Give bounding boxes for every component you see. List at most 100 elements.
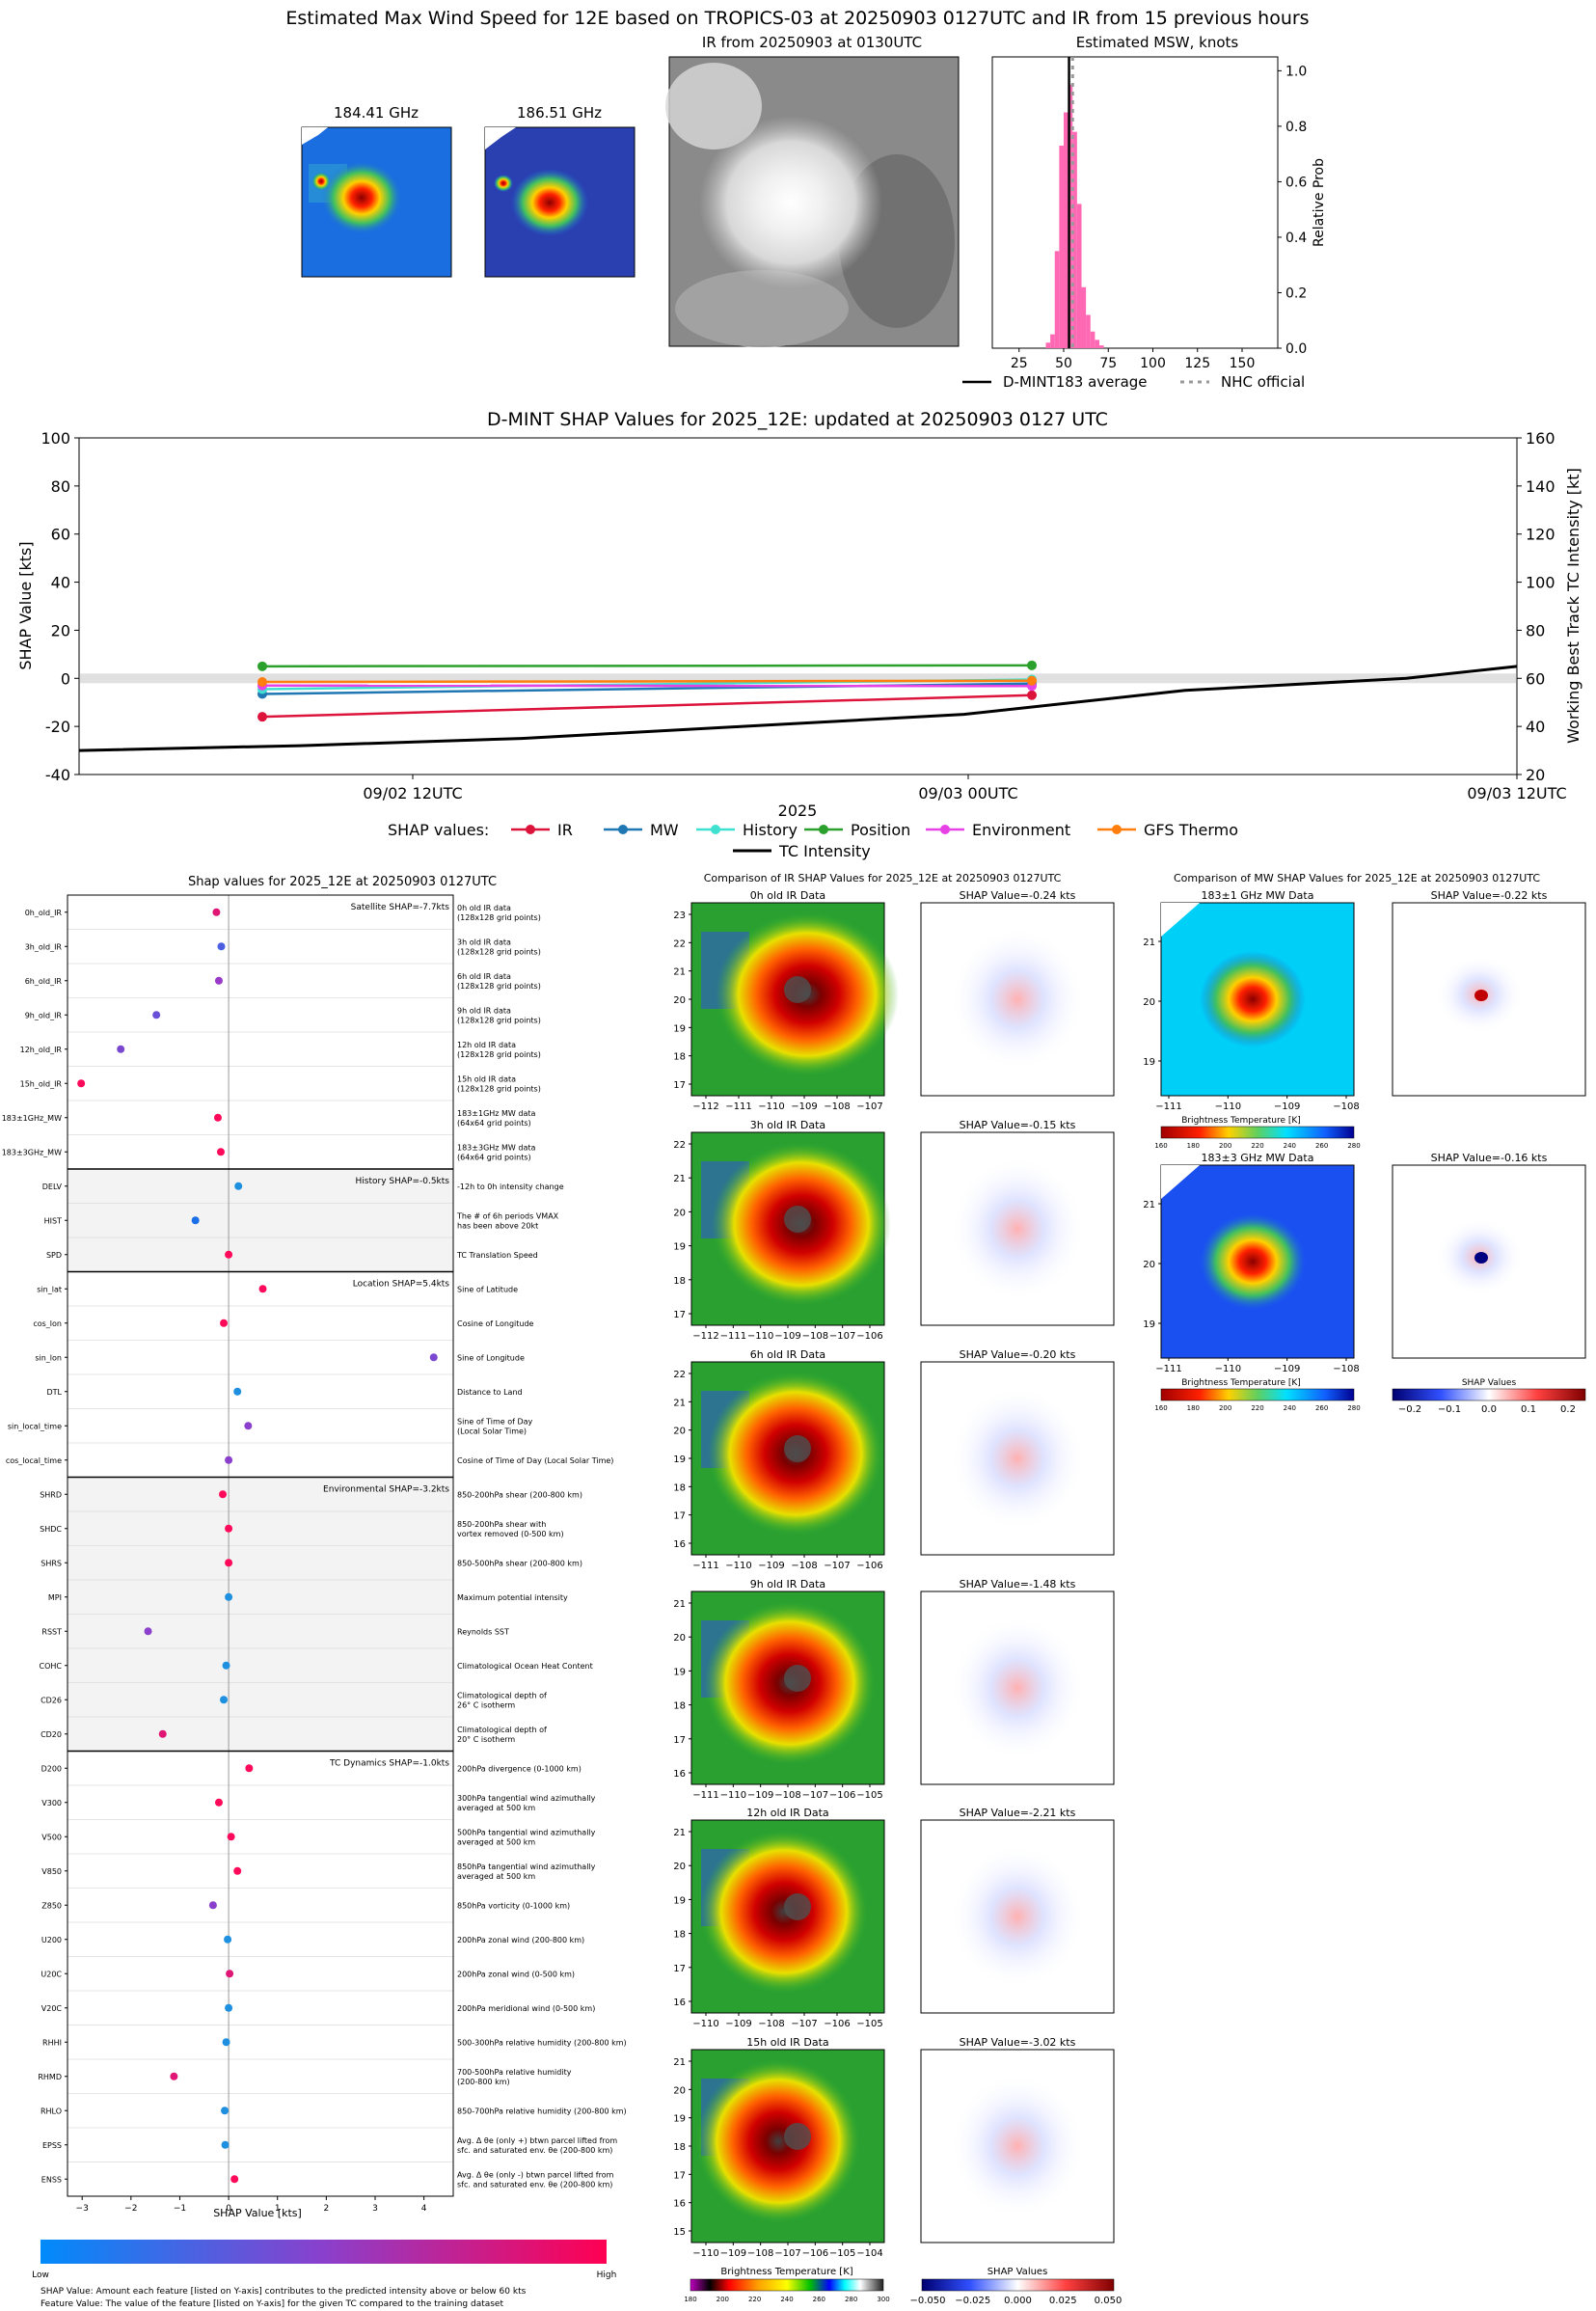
feat-desc: has been above 20kt bbox=[457, 1221, 538, 1230]
ts-axes bbox=[78, 437, 1518, 775]
mw-bt-tick-label: 160 bbox=[1154, 1142, 1167, 1150]
ir-bt-tick-label: 280 bbox=[845, 2296, 857, 2303]
feat-desc: Climatological depth of bbox=[457, 1726, 547, 1734]
feat-desc: sfc. and saturated env. θe (200-800 km) bbox=[457, 2180, 612, 2189]
ir-ytick-label: 21 bbox=[673, 1174, 686, 1184]
feat-name: 183±1GHz_MW bbox=[2, 1114, 62, 1123]
mw-bt-colorbar-label: Brightness Temperature [K] bbox=[1181, 1378, 1301, 1388]
msw-bar bbox=[1059, 146, 1064, 348]
mw-shap-tick-label: −0.1 bbox=[1438, 1404, 1461, 1415]
ts-legend-marker bbox=[526, 825, 535, 834]
msw-ytick-label: 0.4 bbox=[1285, 231, 1307, 246]
ts-legend-marker bbox=[940, 825, 950, 834]
feat-desc: Reynolds SST bbox=[457, 1627, 509, 1636]
ts-xtick-label: 09/02 12UTC bbox=[363, 784, 462, 802]
ir-shap-tick-label: 0.000 bbox=[1004, 2296, 1032, 2306]
feat-shap-point bbox=[222, 1661, 230, 1670]
ir-ytick-label: 21 bbox=[673, 1398, 686, 1408]
mw-row-title: 183±3 GHz MW Data bbox=[1202, 1152, 1314, 1164]
feat-shap-point bbox=[170, 2072, 178, 2080]
feat-desc: 200hPa zonal wind (200-800 km) bbox=[457, 1936, 584, 1944]
ir-image-storm bbox=[696, 2059, 860, 2223]
ir-xtick-label: −107 bbox=[791, 2019, 817, 2029]
footnote-shap: SHAP Value: Amount each feature [listed … bbox=[41, 2287, 527, 2297]
feat-desc: 6h old IR data bbox=[457, 972, 511, 981]
ts-legend-title: SHAP values: bbox=[388, 821, 489, 839]
ir-xtick-label: −106 bbox=[802, 2248, 828, 2259]
feat-desc: 700-500hPa relative humidity bbox=[457, 2068, 572, 2077]
msw-bar bbox=[1054, 251, 1060, 348]
feat-shap-point bbox=[225, 1559, 233, 1567]
mw-ytick-label: 20 bbox=[1143, 997, 1155, 1008]
ir-ytick-label: 17 bbox=[673, 1964, 686, 1974]
feat-name: sin_lat bbox=[37, 1285, 62, 1293]
feat-xtick-label: 0 bbox=[226, 2204, 231, 2214]
ir-row-shap-title: SHAP Value=-3.02 kts bbox=[960, 2036, 1076, 2049]
feat-name: V20C bbox=[41, 2004, 63, 2013]
feat-shap-point bbox=[225, 2003, 233, 2012]
mw-bt-tick-label: 280 bbox=[1347, 1404, 1360, 1412]
mw-bt-tick-label: 260 bbox=[1315, 1404, 1328, 1412]
ir-ytick-label: 18 bbox=[673, 2142, 686, 2153]
ir-comp-title: Comparison of IR SHAP Values for 2025_12… bbox=[704, 872, 1062, 884]
mw-bt-colorbar-label: Brightness Temperature [K] bbox=[1181, 1116, 1301, 1126]
mw-xtick-label: −108 bbox=[1333, 1364, 1359, 1374]
ir-ytick-label: 15 bbox=[673, 2227, 686, 2238]
mw-row-shap-title: SHAP Value=-0.22 kts bbox=[1431, 889, 1548, 902]
feat-desc: 200hPa zonal wind (0-500 km) bbox=[457, 1970, 575, 1978]
mw-bt-tick-label: 220 bbox=[1251, 1404, 1263, 1412]
feat-name: COHC bbox=[40, 1662, 63, 1671]
feat-name: SHDC bbox=[40, 1525, 62, 1534]
ts-title: D-MINT SHAP Values for 2025_12E: updated… bbox=[487, 409, 1108, 430]
ir-xtick-label: −111 bbox=[725, 1101, 751, 1112]
feat-shap-point bbox=[227, 1833, 235, 1841]
msw-bar bbox=[1081, 286, 1087, 348]
mw-shap-colorbar-label: SHAP Values bbox=[1462, 1378, 1517, 1388]
feat-shap-point bbox=[230, 2175, 239, 2184]
feat-desc: vortex removed (0-500 km) bbox=[457, 1530, 564, 1538]
msw-bar bbox=[1072, 131, 1077, 348]
feat-axes bbox=[67, 894, 454, 2197]
feat-shap-point bbox=[221, 2107, 230, 2115]
feat-shap-point bbox=[221, 2140, 230, 2149]
feat-shap-point bbox=[77, 1079, 86, 1088]
ir-row-shap-title: SHAP Value=-2.21 kts bbox=[960, 1807, 1076, 1819]
ir-xtick-label: −112 bbox=[692, 1101, 718, 1112]
ts-ytick-label: 40 bbox=[51, 574, 70, 592]
ts-legend-label: Environment bbox=[972, 821, 1070, 839]
ir-ytick-label: 19 bbox=[673, 1455, 686, 1465]
ir-bt-tick-label: 200 bbox=[717, 2296, 729, 2303]
mw-bt-tick-label: 220 bbox=[1251, 1142, 1263, 1150]
ts-legend-marker bbox=[711, 825, 720, 834]
ts-series-point bbox=[1027, 690, 1037, 700]
ir-bt-tick-label: 220 bbox=[748, 2296, 761, 2303]
ir-xtick-label: −107 bbox=[802, 1790, 828, 1801]
feat-group-band bbox=[68, 1169, 453, 1272]
ir-ytick-label: 22 bbox=[673, 938, 686, 949]
ts-ytick-right-label: 120 bbox=[1526, 526, 1555, 544]
ir-ytick-label: 20 bbox=[673, 1633, 686, 1644]
feat-shap-point bbox=[214, 1798, 223, 1807]
mw-ytick-label: 20 bbox=[1143, 1260, 1155, 1270]
ir-ytick-label: 20 bbox=[673, 1208, 686, 1218]
mw-bt-tick-label: 180 bbox=[1187, 1142, 1200, 1150]
ir-xtick-label: −109 bbox=[791, 1101, 817, 1112]
feat-desc: Climatological Ocean Heat Content bbox=[457, 1662, 593, 1671]
ir-xtick-label: −107 bbox=[774, 2248, 800, 2259]
msw-bar bbox=[1086, 314, 1091, 348]
feat-name: 9h_old_IR bbox=[25, 1011, 63, 1020]
ts-ytick-right-label: 60 bbox=[1526, 669, 1545, 688]
ir-xtick-label: −112 bbox=[692, 1331, 718, 1342]
ir-xtick-label: −106 bbox=[856, 1561, 882, 1571]
mw-ytick-label: 19 bbox=[1143, 1319, 1155, 1330]
feat-desc: Sine of Time of Day bbox=[457, 1417, 533, 1426]
feat-shap-point bbox=[191, 1216, 200, 1225]
feat-name: RHLO bbox=[41, 2107, 62, 2115]
ir-image-core bbox=[784, 1206, 811, 1233]
feat-name: CD20 bbox=[41, 1730, 62, 1739]
feat-shap-point bbox=[220, 1319, 229, 1327]
feat-desc: Maximum potential intensity bbox=[457, 1593, 568, 1602]
ts-series-point bbox=[257, 677, 267, 688]
ir-shap-pattern bbox=[950, 2074, 1085, 2218]
feat-group-band bbox=[68, 1751, 453, 2196]
